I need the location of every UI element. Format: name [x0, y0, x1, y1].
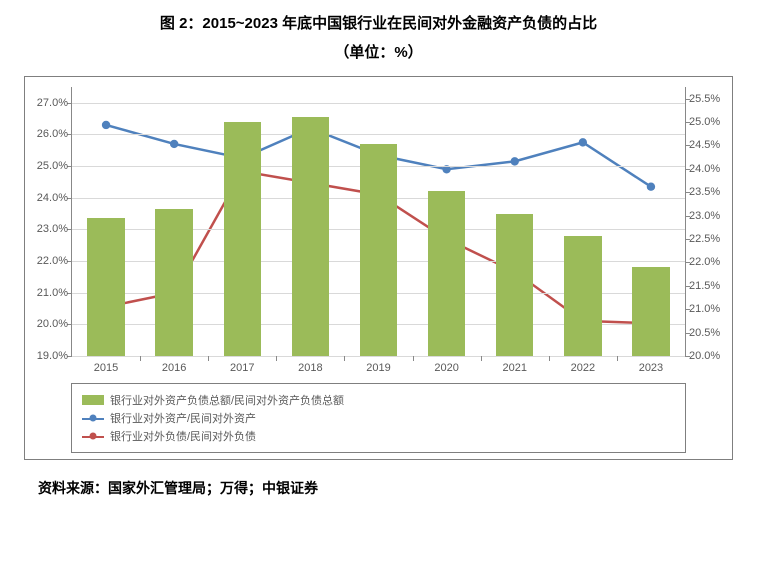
bar [292, 117, 329, 356]
y-right-label: 24.0% [685, 163, 720, 175]
y-left-label: 26.0% [37, 128, 72, 140]
bar [224, 122, 261, 356]
bar [360, 144, 397, 356]
x-label: 2017 [230, 362, 254, 374]
chart-title: 图 2：2015~2023 年底中国银行业在民间对外金融资产负债的占比 [0, 12, 757, 33]
y-right-label: 25.5% [685, 93, 720, 105]
bar [155, 209, 192, 356]
y-right-label: 23.5% [685, 186, 720, 198]
y-right-label: 22.5% [685, 233, 720, 245]
x-label: 2019 [366, 362, 390, 374]
chart-container: 19.0% 20.0% 21.0% 22.0% 23.0% 24.0% 25.0% 26.0%… [24, 76, 733, 460]
line-swatch-red [82, 431, 104, 441]
bar [428, 191, 465, 356]
legend-label: 银行业对外资产负债总额/民间对外资产负债总额 [110, 392, 344, 408]
y-right-label: 24.5% [685, 139, 720, 151]
y-left-label: 21.0% [37, 287, 72, 299]
y-right-label: 20.0% [685, 350, 720, 362]
chart-unit: （单位：%） [0, 41, 757, 62]
y-left-label: 25.0% [37, 160, 72, 172]
y-right-label: 22.0% [685, 256, 720, 268]
x-label: 2020 [434, 362, 458, 374]
x-label: 2018 [298, 362, 322, 374]
y-left-label: 19.0% [37, 350, 72, 362]
legend-item-blue: 银行业对外资产/民间对外资产 [82, 410, 675, 426]
legend-label: 银行业对外负债/民间对外负债 [110, 428, 256, 444]
bar [632, 267, 669, 356]
legend: 银行业对外资产负债总额/民间对外资产负债总额 银行业对外资产/民间对外资产 银行… [71, 383, 686, 453]
y-left-label: 23.0% [37, 223, 72, 235]
y-right-label: 20.5% [685, 327, 720, 339]
plot-area: 19.0%20.0%21.0%22.0%23.0%24.0%25.0%26.0%… [71, 87, 686, 357]
legend-label: 银行业对外资产/民间对外资产 [110, 410, 256, 426]
bar-swatch [82, 395, 104, 405]
x-label: 2021 [502, 362, 526, 374]
source-line: 资料来源：国家外汇管理局；万得；中银证券 [38, 478, 757, 498]
y-right-label: 23.0% [685, 210, 720, 222]
bar [87, 218, 124, 356]
y-right-label: 25.0% [685, 116, 720, 128]
bar [564, 236, 601, 356]
y-left-label: 22.0% [37, 255, 72, 267]
legend-item-red: 银行业对外负债/民间对外负债 [82, 428, 675, 444]
x-label: 2015 [94, 362, 118, 374]
y-left-label: 24.0% [37, 192, 72, 204]
x-label: 2022 [571, 362, 595, 374]
legend-item-bars: 银行业对外资产负债总额/民间对外资产负债总额 [82, 392, 675, 408]
y-right-label: 21.0% [685, 303, 720, 315]
y-left-label: 27.0% [37, 97, 72, 109]
y-left-label: 20.0% [37, 318, 72, 330]
y-right-label: 21.5% [685, 280, 720, 292]
x-label: 2016 [162, 362, 186, 374]
line-swatch-blue [82, 413, 104, 423]
x-label: 2023 [639, 362, 663, 374]
bar [496, 214, 533, 356]
